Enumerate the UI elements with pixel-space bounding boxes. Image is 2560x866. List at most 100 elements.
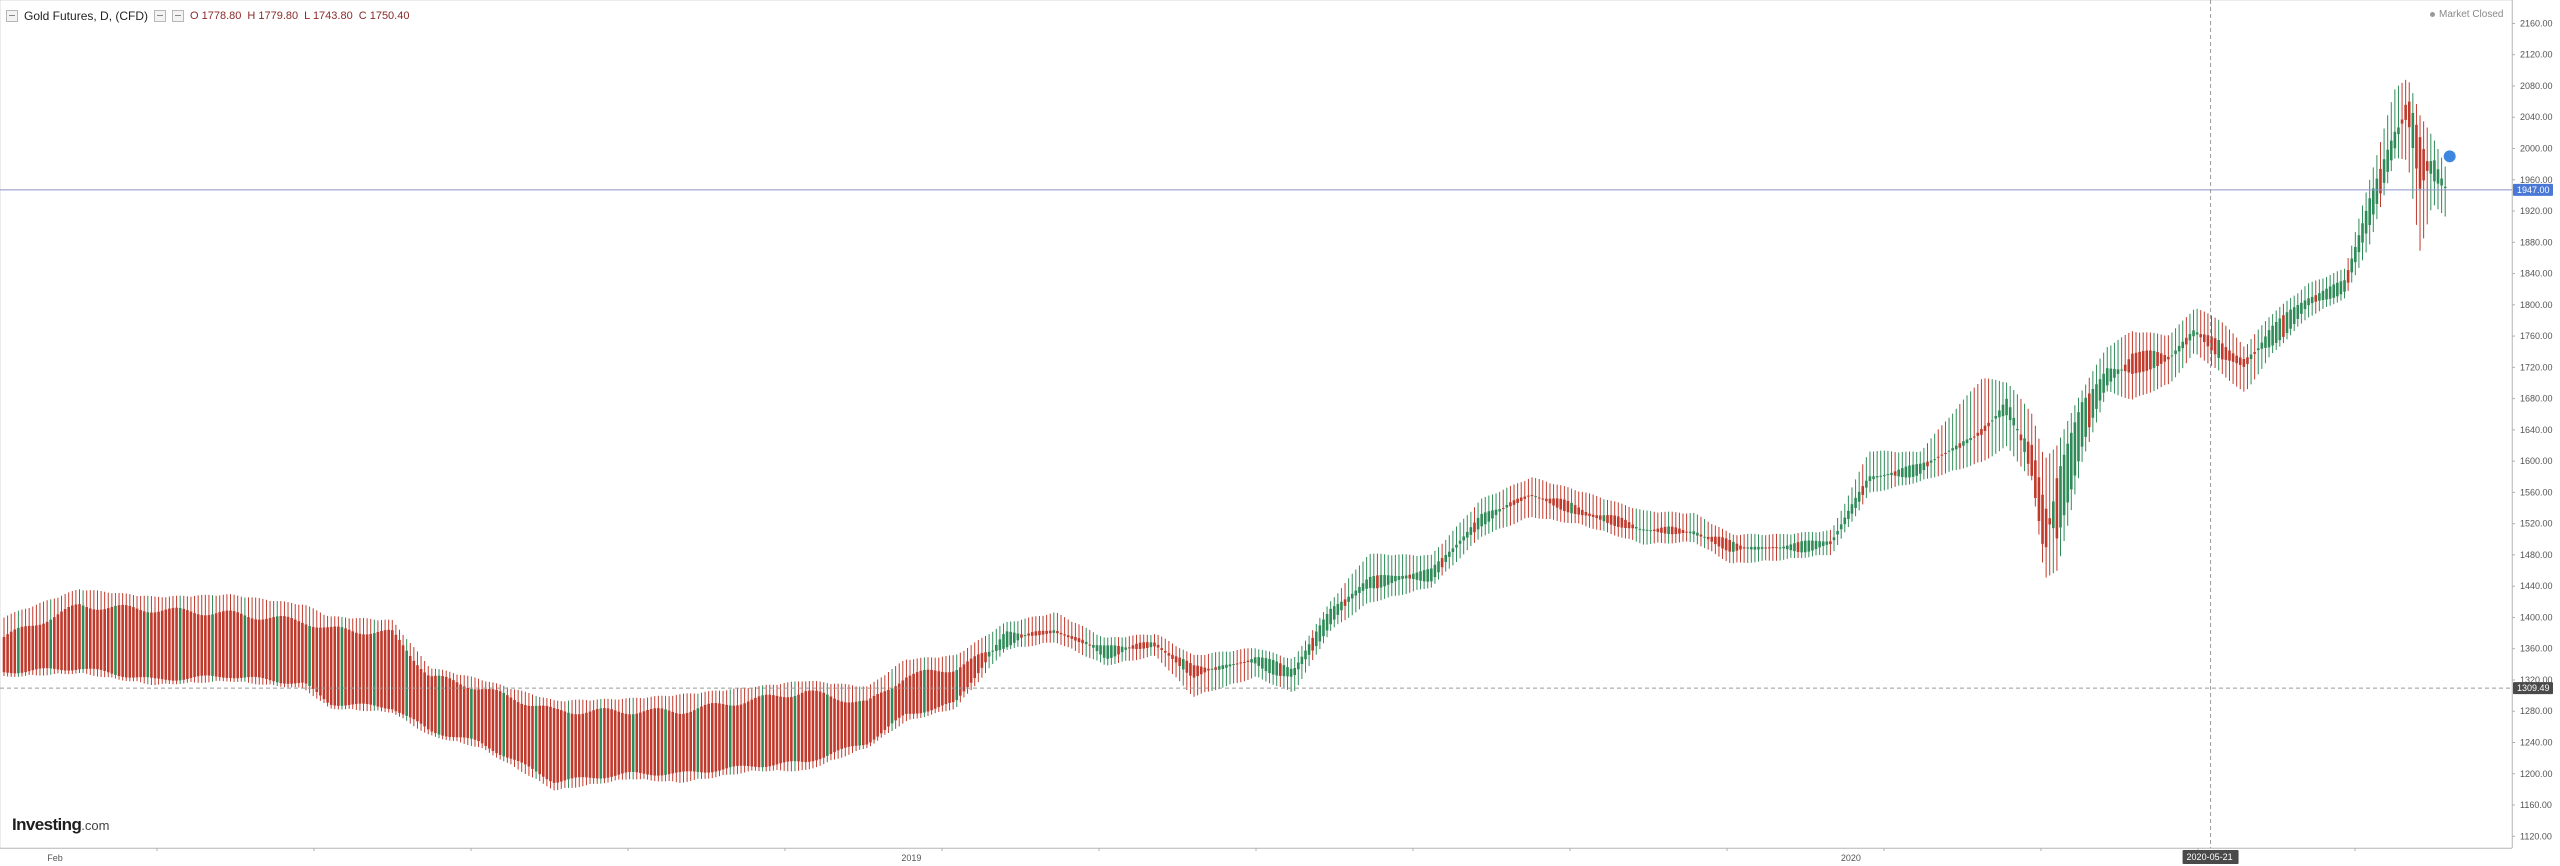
candle-body	[1616, 516, 1620, 527]
time-axis[interactable]: Feb 2019 2020 2020-05-21	[0, 848, 2512, 866]
candle-body	[430, 676, 434, 732]
price-tick-label: 1960.00	[2520, 175, 2553, 185]
alert-icon[interactable]	[172, 10, 185, 22]
investing-logo: Investing.com	[12, 815, 109, 835]
candle-body	[2260, 342, 2264, 349]
candle-body	[2314, 295, 2318, 302]
candle-body	[538, 705, 541, 775]
candle-body	[2102, 373, 2105, 393]
candle-body	[2443, 186, 2447, 189]
candle-body	[1843, 517, 1847, 525]
candle-body	[743, 703, 746, 766]
candle-body	[214, 613, 218, 677]
candle-body	[2016, 428, 2019, 431]
candle-body	[2404, 104, 2407, 120]
price-axis[interactable]: 1120.00 1160.00 1200.00 1240.00 1280.00 1320.…	[2512, 0, 2560, 848]
settings-icon[interactable]	[154, 10, 167, 22]
candle-body	[1670, 526, 1674, 535]
candle-body	[703, 704, 707, 773]
candle-body	[1940, 454, 1944, 456]
candle-body	[962, 664, 966, 692]
candle-body	[779, 696, 782, 764]
candle-body	[933, 670, 937, 709]
candle-body	[955, 670, 959, 701]
candle-body	[1253, 657, 1257, 664]
candle-body	[2026, 441, 2030, 464]
candle-body	[1048, 630, 1052, 634]
candle-body	[1365, 579, 1368, 589]
candle-body	[2131, 353, 2134, 374]
candle-body	[20, 626, 24, 673]
symbol-name[interactable]: Gold Futures, D, (CFD)	[24, 9, 149, 23]
candle-body	[1800, 541, 1803, 553]
candle-body	[937, 671, 941, 708]
candle-body	[17, 627, 20, 674]
candle-body	[2278, 318, 2282, 341]
candle-body	[1095, 645, 1099, 652]
candle-body	[1987, 422, 1990, 427]
candle-body	[2055, 478, 2059, 539]
candle-body	[818, 691, 822, 760]
candle-body	[1368, 576, 1372, 588]
candle-body	[1322, 619, 1325, 637]
candle-body	[9, 631, 13, 674]
candle-body	[207, 615, 211, 676]
candle-body	[1624, 519, 1627, 529]
candle-body	[721, 704, 725, 770]
candle-body	[1753, 546, 1757, 550]
candle-body	[2397, 127, 2400, 135]
candle-body	[980, 653, 984, 668]
candle-body	[772, 695, 775, 766]
candle-body	[2325, 288, 2328, 300]
candle-body	[1250, 659, 1253, 663]
candle-body	[1156, 644, 1160, 648]
candle-body	[1965, 439, 1969, 444]
candle-body	[1030, 632, 1034, 636]
candle-body	[1893, 471, 1897, 476]
candle-body	[1793, 543, 1796, 552]
candle-body	[822, 692, 826, 758]
candle-body	[495, 689, 498, 754]
candle-body	[520, 703, 524, 763]
candle-body	[531, 705, 534, 769]
candle-body	[369, 633, 373, 705]
candle-body	[2217, 340, 2220, 358]
candle-body	[1951, 448, 1954, 451]
candle-body	[2091, 389, 2095, 418]
candle-body	[524, 705, 527, 765]
candle-body	[1476, 517, 1480, 530]
close-value: C 1750.40	[358, 10, 410, 22]
candle-body	[1548, 498, 1552, 504]
candle-body	[995, 644, 998, 651]
candle-body	[833, 698, 836, 753]
candle-body	[1487, 511, 1491, 522]
candle-body	[1246, 660, 1250, 662]
candle-body	[71, 605, 74, 671]
candle-body	[1469, 527, 1473, 535]
candle-body	[2267, 330, 2271, 348]
candle-body	[1340, 601, 1343, 611]
candle-body	[736, 705, 739, 766]
candle-body	[858, 701, 861, 746]
candle-body	[1138, 642, 1142, 649]
candle-body	[2159, 353, 2163, 364]
candle-body	[92, 609, 96, 669]
minimize-icon[interactable]	[6, 10, 18, 22]
candle-body	[175, 607, 178, 681]
candle-body	[2195, 332, 2199, 335]
candle-body	[1412, 573, 1415, 580]
candle-body	[2185, 337, 2188, 345]
candle-body	[1350, 593, 1354, 599]
candle-body	[1962, 441, 1965, 446]
candle-body	[930, 669, 933, 711]
candle-body	[1944, 452, 1947, 454]
logo-brand: Investing	[12, 815, 82, 834]
candle-body	[689, 711, 692, 772]
price-chart[interactable]	[0, 0, 2512, 848]
candle-body	[480, 689, 484, 744]
candle-body	[1264, 658, 1268, 672]
candle-body	[847, 702, 851, 747]
candle-body	[700, 706, 703, 773]
candle-body	[301, 622, 304, 683]
current-price-badge-label: 1947.00	[2517, 185, 2550, 195]
